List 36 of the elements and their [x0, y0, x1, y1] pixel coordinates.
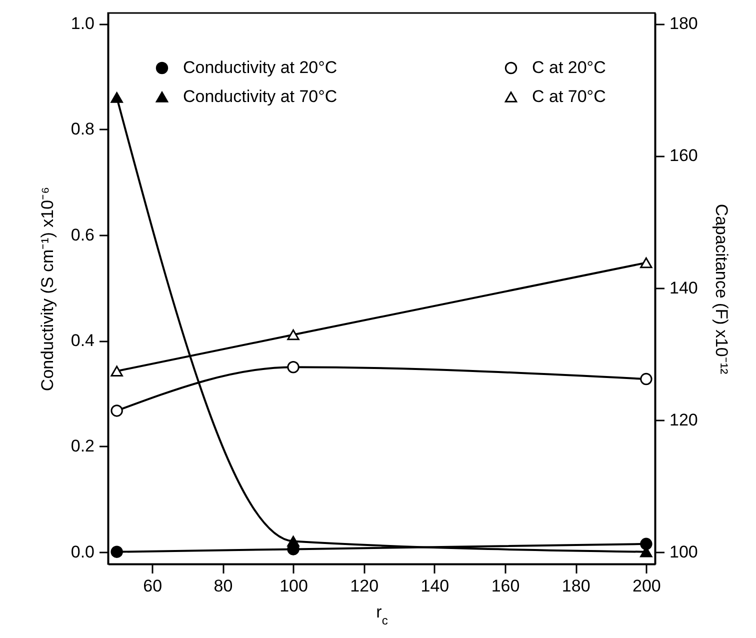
legend-label: Conductivity at 20°C [183, 58, 338, 77]
point [640, 372, 652, 386]
x-tick-label: 120 [350, 576, 379, 596]
y2-axis-title: Capacitance (F) x10⁻¹² [712, 204, 731, 375]
x-tick-label: 200 [632, 576, 661, 596]
y-tick-label: 0.6 [70, 225, 94, 244]
y2-tick-label: 100 [670, 542, 698, 562]
y2-tick-label: 120 [670, 410, 698, 430]
y-tick-label: 0.2 [70, 436, 94, 456]
y2-tick-label: 180 [670, 14, 698, 34]
y-tick-label: 0.4 [70, 331, 94, 350]
y-axis-title: Conductivity (S cm⁻¹) x10⁻⁶ [38, 186, 57, 392]
point [640, 257, 652, 268]
point [287, 536, 300, 547]
point [287, 329, 300, 340]
legend-label: C at 20°C [532, 58, 606, 77]
legend-label: C at 70°C [532, 87, 606, 106]
y2-tick-label: 160 [670, 146, 698, 166]
x-tick-label: 80 [214, 576, 233, 596]
point [110, 546, 123, 558]
point [287, 361, 300, 374]
y-tick-label: 1.0 [70, 14, 94, 34]
x-axis-title: r$_{c}$ [376, 602, 388, 628]
y2-tick-label: 140 [670, 278, 698, 298]
x-tick-label: 160 [491, 576, 520, 596]
legend-label: Conductivity at 70°C [183, 87, 338, 106]
x-tick-label: 100 [280, 576, 308, 596]
point [110, 92, 123, 103]
y-tick-label: 0.0 [70, 542, 94, 562]
x-tick-label: 140 [420, 576, 450, 596]
point [110, 404, 123, 417]
x-tick-label: 180 [562, 576, 590, 596]
x-tick-label: 60 [143, 576, 162, 596]
point [640, 538, 652, 550]
y-tick-label: 0.8 [70, 120, 94, 139]
point [110, 366, 123, 376]
